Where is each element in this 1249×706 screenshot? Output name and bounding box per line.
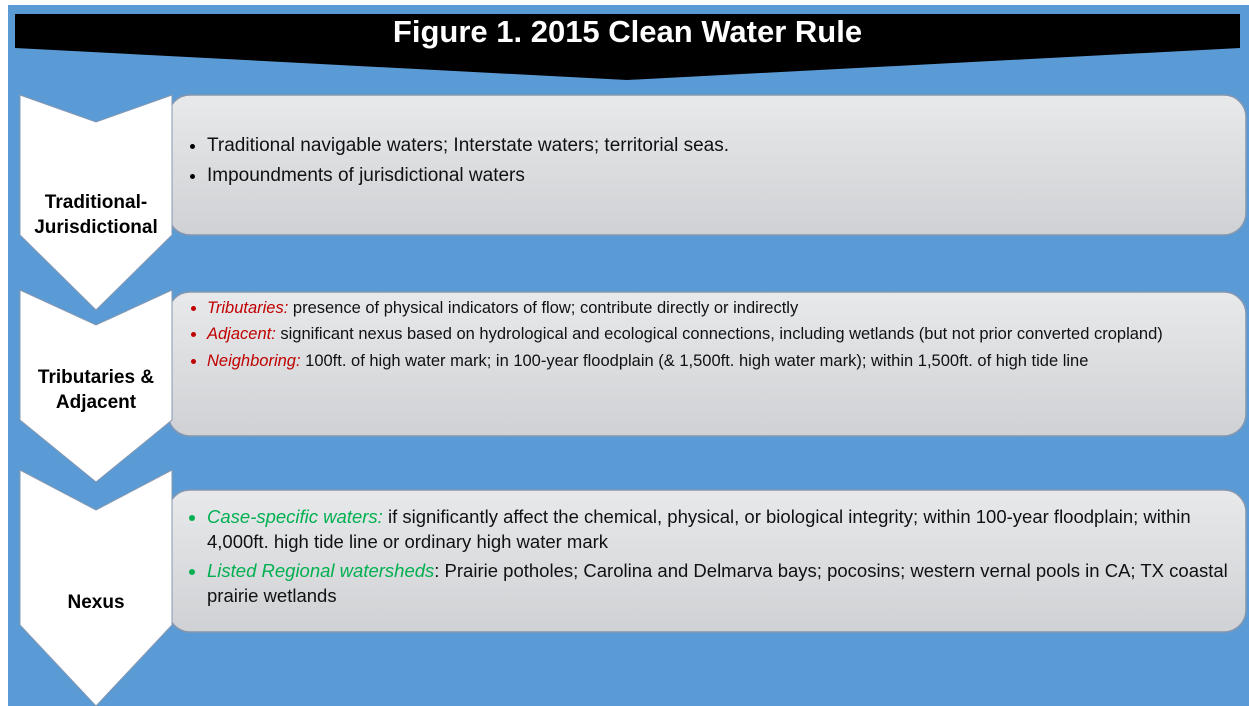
bullet-box: Tributaries: presence of physical indica… bbox=[185, 297, 1230, 376]
bullet: Case-specific waters: if significantly a… bbox=[207, 505, 1230, 555]
row-label: Tributaries & Adjacent bbox=[37, 367, 155, 413]
row-label: Traditional-Jurisdictional bbox=[34, 192, 158, 238]
bullet-term: Neighboring: bbox=[207, 351, 301, 370]
title-banner bbox=[15, 14, 1240, 80]
title: Figure 1. 2015 Clean Water Rule bbox=[392, 14, 863, 49]
bullet-box: Traditional navigable waters; Interstate… bbox=[185, 133, 1230, 192]
bullet-term: Listed Regional watersheds bbox=[207, 559, 435, 581]
bullet: Tributaries: presence of physical indica… bbox=[207, 297, 1230, 319]
bullet: Listed Regional watersheds: Prairie poth… bbox=[207, 559, 1230, 609]
chevron bbox=[19, 94, 173, 311]
bullet-text: presence of physical indicators of flow;… bbox=[288, 299, 799, 317]
bullet-list: Case-specific waters: if significantly a… bbox=[185, 505, 1230, 609]
bullet-text: Traditional navigable waters; Interstate… bbox=[207, 135, 730, 156]
bullet-text: Impoundments of jurisdictional waters bbox=[207, 164, 525, 186]
bullet-list: Traditional navigable waters; Interstate… bbox=[185, 133, 1230, 188]
row-label: Nexus bbox=[67, 592, 125, 613]
bullet: Traditional navigable waters; Interstate… bbox=[207, 133, 1230, 159]
bullet: Impoundments of jurisdictional waters bbox=[207, 163, 1230, 189]
bullet: Neighboring: 100ft. of high water mark; … bbox=[207, 350, 1230, 372]
bullet-text: 100ft. of high water mark; in 100-year f… bbox=[300, 351, 1089, 370]
chevron bbox=[19, 289, 173, 483]
bullet: Adjacent: significant nexus based on hyd… bbox=[207, 323, 1230, 345]
bullet-text: significant nexus based on hydrological … bbox=[275, 325, 1163, 344]
bullet-box: Case-specific waters: if significantly a… bbox=[185, 505, 1230, 613]
bullet-list: Tributaries: presence of physical indica… bbox=[185, 297, 1230, 372]
bullet-text: if significantly affect the chemical, ph… bbox=[207, 506, 1191, 552]
bullet-text: : Prairie potholes; Carolina and Delmarv… bbox=[207, 559, 1228, 606]
bullet-term: Adjacent: bbox=[207, 325, 276, 344]
chevron bbox=[19, 469, 173, 706]
bullet-term: Tributaries: bbox=[207, 299, 289, 317]
bullet-term: Case-specific waters: bbox=[207, 506, 383, 527]
